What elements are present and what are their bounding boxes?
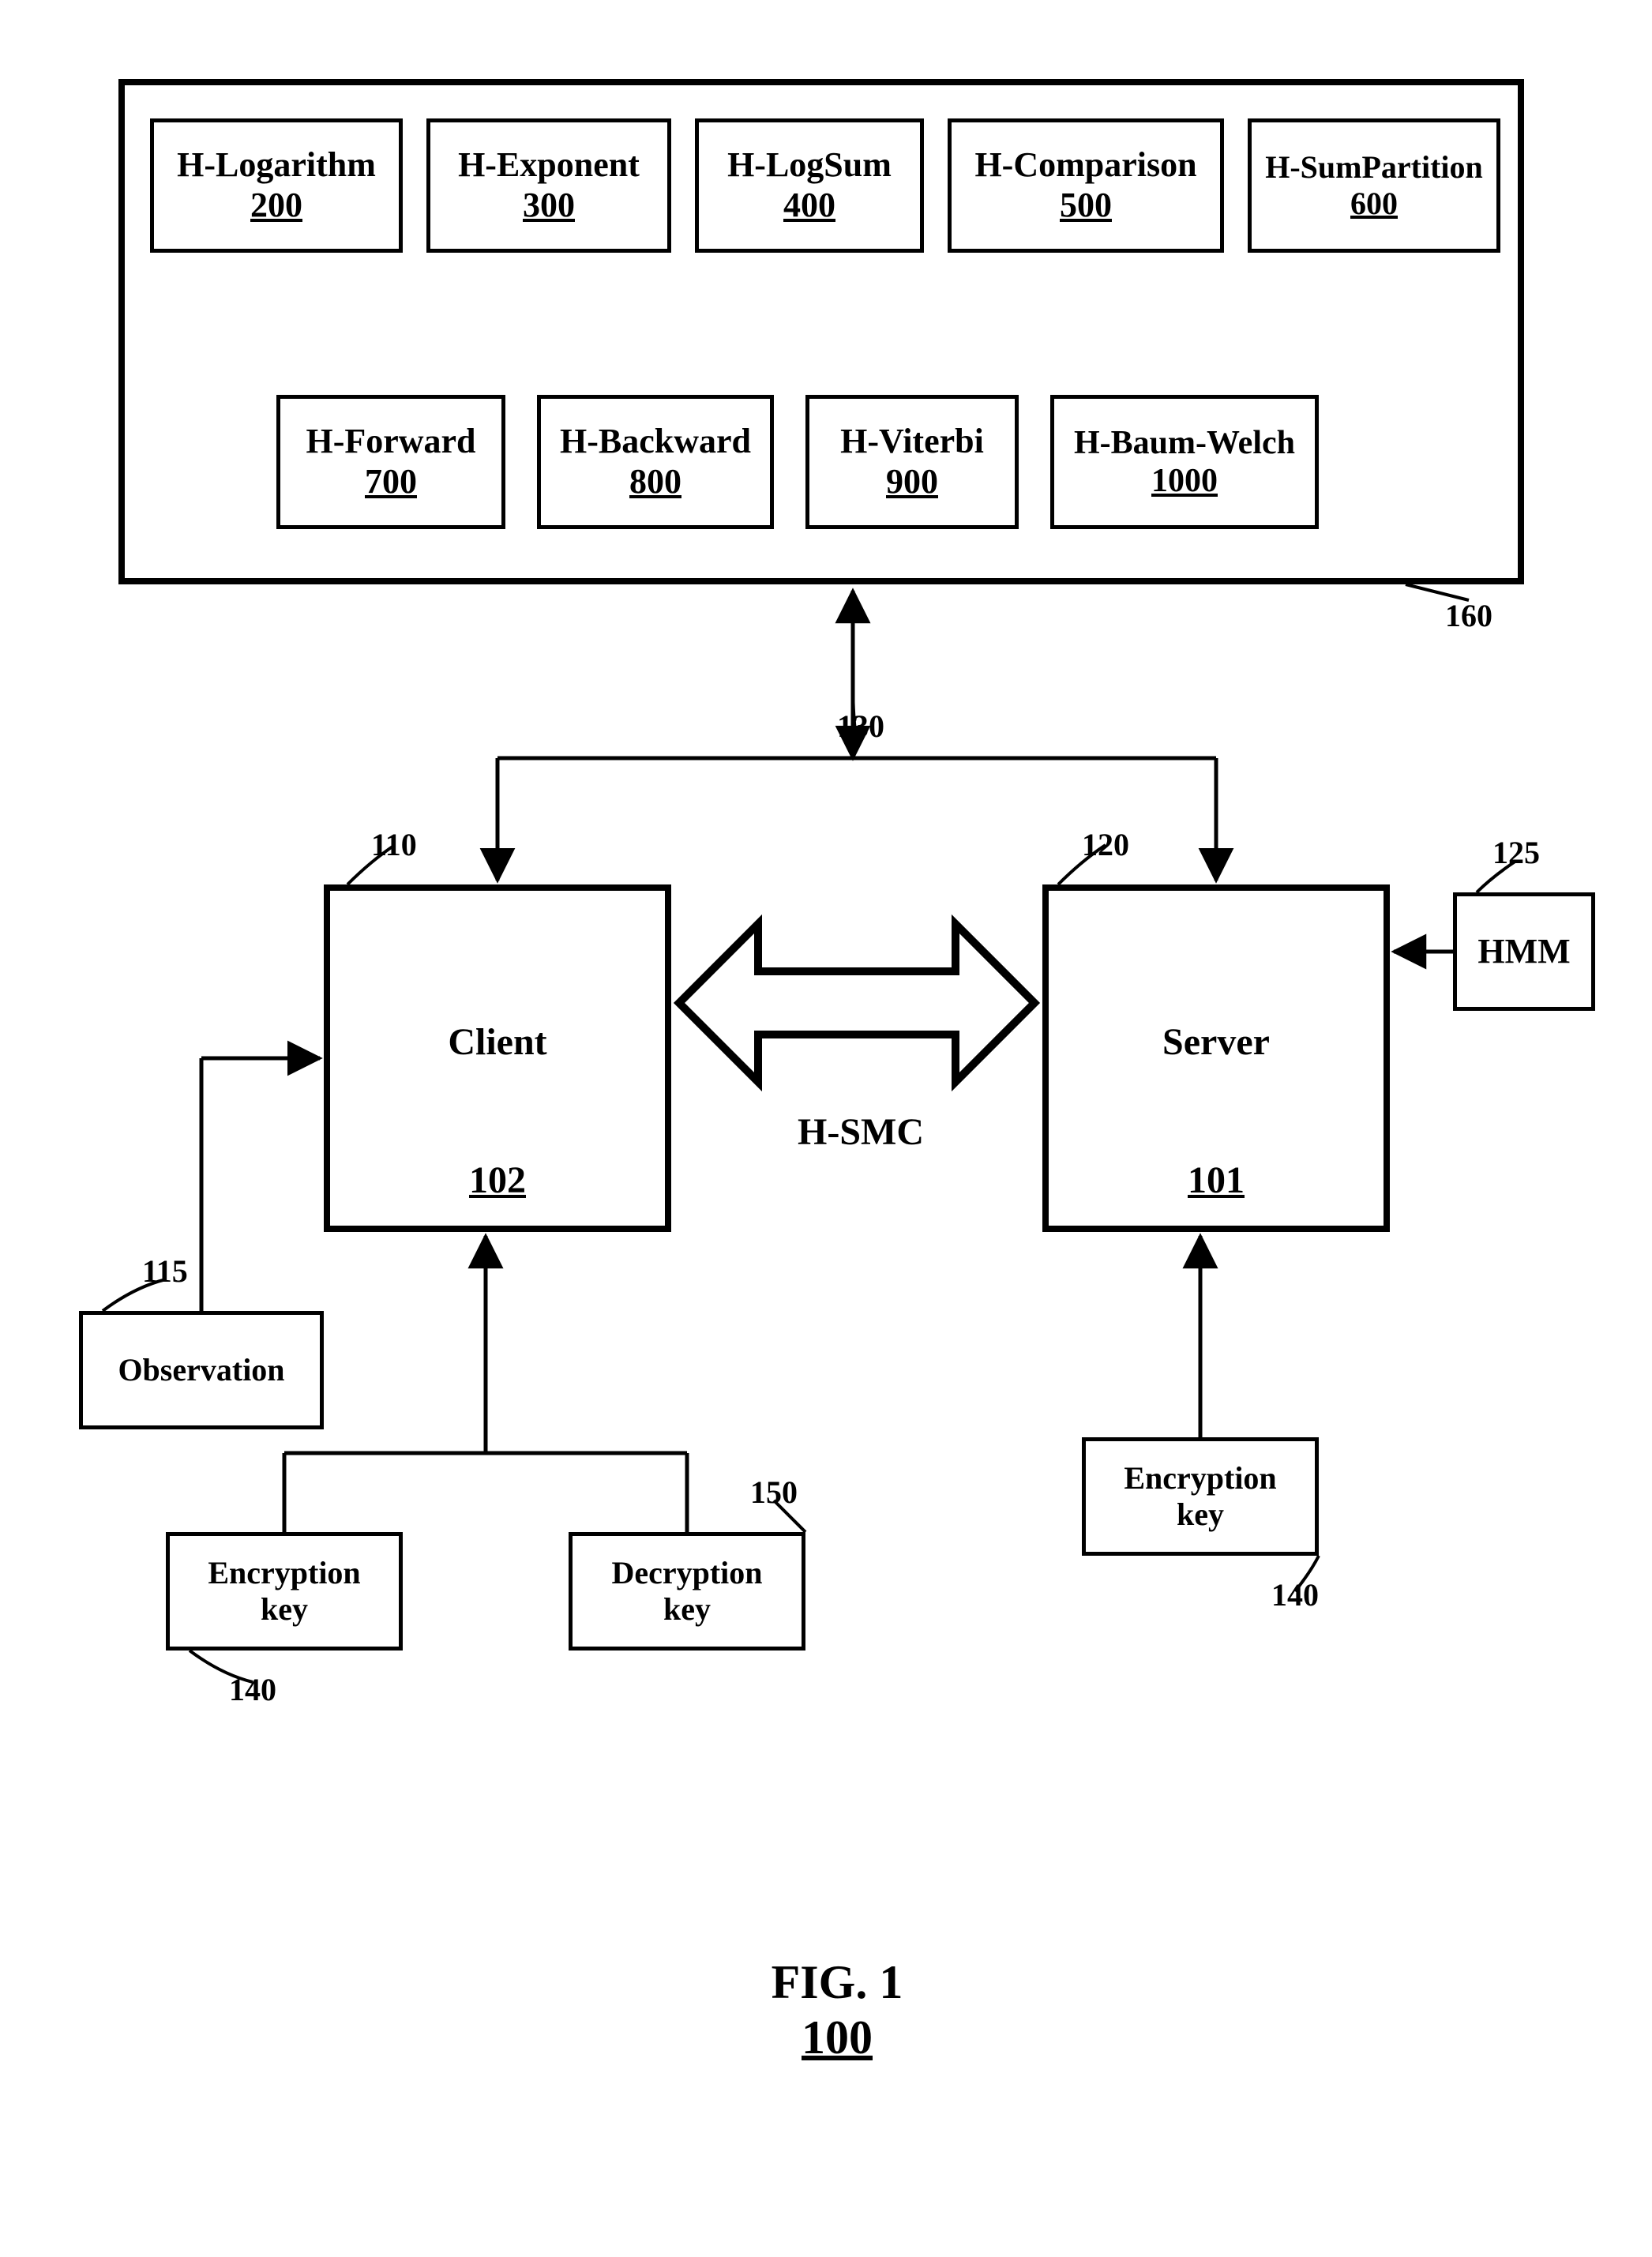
encryption-key-client-box: Encryption key: [166, 1532, 403, 1651]
ref-130: 130: [837, 711, 884, 742]
module-num: 1000: [1151, 462, 1218, 500]
hsmc-label: H-SMC: [782, 1113, 940, 1151]
module-h-logsum: H-LogSum 400: [695, 118, 924, 253]
module-name: H-LogSum: [727, 145, 892, 186]
module-name: H-Logarithm: [177, 145, 376, 186]
server-box: Server 101: [1042, 884, 1390, 1232]
module-h-forward: H-Forward 700: [276, 395, 505, 529]
module-h-viterbi: H-Viterbi 900: [805, 395, 1019, 529]
module-num: 300: [523, 186, 575, 226]
module-name: H-Comparison: [974, 145, 1196, 186]
observation-box: Observation: [79, 1311, 324, 1429]
enc-line2: key: [261, 1591, 308, 1628]
figure-caption: FIG. 1 100: [719, 1958, 956, 2061]
client-label: Client: [448, 1020, 546, 1064]
module-h-exponent: H-Exponent 300: [426, 118, 671, 253]
decryption-key-box: Decryption key: [569, 1532, 805, 1651]
module-name: H-SumPartition: [1265, 149, 1483, 186]
ref-150: 150: [750, 1477, 798, 1508]
encryption-key-server-box: Encryption key: [1082, 1437, 1319, 1556]
module-num: 200: [250, 186, 302, 226]
dec-line2: key: [663, 1591, 711, 1628]
ref-140-server: 140: [1271, 1579, 1319, 1611]
module-name: H-Backward: [560, 422, 751, 462]
ref-110: 110: [371, 829, 417, 861]
enc2-line2: key: [1177, 1497, 1224, 1533]
hsmc-arrow-icon: [679, 924, 1034, 1082]
module-num: 700: [365, 462, 417, 502]
hmm-label: HMM: [1477, 932, 1570, 972]
client-num: 102: [469, 1159, 526, 1202]
server-label: Server: [1162, 1020, 1270, 1064]
module-name: H-Baum-Welch: [1074, 424, 1295, 462]
module-num: 800: [629, 462, 681, 502]
module-name: H-Forward: [306, 422, 475, 462]
module-num: 600: [1350, 186, 1398, 222]
hmm-box: HMM: [1453, 892, 1595, 1011]
module-num: 400: [783, 186, 835, 226]
module-h-logarithm: H-Logarithm 200: [150, 118, 403, 253]
module-h-sumpartition: H-SumPartition 600: [1248, 118, 1500, 253]
ref-160: 160: [1445, 600, 1492, 632]
enc-line1: Encryption: [208, 1555, 360, 1591]
module-name: H-Viterbi: [840, 422, 984, 462]
module-num: 500: [1060, 186, 1112, 226]
server-num: 101: [1188, 1159, 1245, 1202]
ref-115: 115: [142, 1256, 188, 1287]
ref-140-client: 140: [229, 1674, 276, 1706]
module-name: H-Exponent: [458, 145, 640, 186]
observation-label: Observation: [118, 1352, 284, 1388]
dec-line1: Decryption: [611, 1555, 762, 1591]
module-h-backward: H-Backward 800: [537, 395, 774, 529]
client-box: Client 102: [324, 884, 671, 1232]
ref-120: 120: [1082, 829, 1129, 861]
ref-125: 125: [1492, 837, 1540, 869]
module-h-comparison: H-Comparison 500: [948, 118, 1224, 253]
module-h-baum-welch: H-Baum-Welch 1000: [1050, 395, 1319, 529]
enc2-line1: Encryption: [1124, 1460, 1276, 1497]
module-num: 900: [886, 462, 938, 502]
